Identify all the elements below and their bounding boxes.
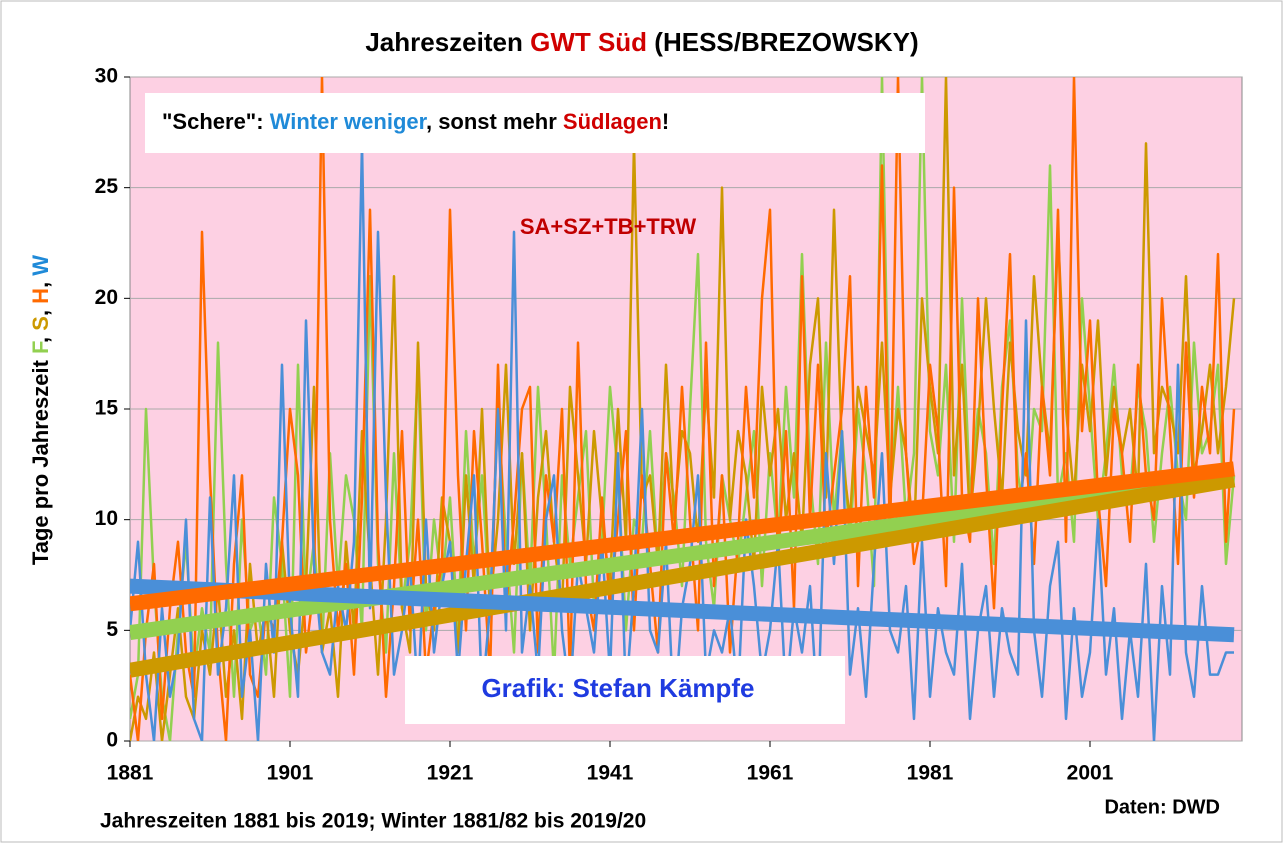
- x-tick-label: 2001: [1067, 762, 1114, 785]
- y-tick-label: 5: [106, 618, 118, 641]
- x-tick-label: 1941: [587, 762, 634, 785]
- credit-box: [405, 656, 845, 724]
- trend-lines: [130, 461, 1236, 678]
- y-tick-label: 0: [106, 729, 118, 752]
- annotation-box: [145, 93, 925, 153]
- footnote: Jahreszeiten 1881 bis 2019; Winter 1881/…: [100, 810, 646, 833]
- annotation-part: !: [662, 109, 669, 134]
- annotation-part: Südlagen: [563, 109, 662, 134]
- y-tick-label: 25: [95, 175, 119, 198]
- chart-title: Jahreszeiten GWT Süd (HESS/BREZOWSKY): [365, 27, 918, 57]
- trend-line: [130, 472, 1236, 678]
- y-label-part: S: [28, 316, 53, 331]
- trend-line: [130, 578, 1235, 643]
- title-part: (HESS/BREZOWSKY): [647, 27, 919, 57]
- y-tick-label: 20: [95, 286, 118, 309]
- subtitle: SA+SZ+TB+TRW: [520, 214, 696, 239]
- y-label-part: ,: [28, 276, 53, 288]
- y-label-part: H: [28, 288, 53, 304]
- x-tick-label: 1921: [427, 762, 474, 785]
- y-axis-label: Tage pro Jahreszeit F, S, H, W: [28, 255, 53, 565]
- y-label-part: Tage pro Jahreszeit: [28, 354, 53, 565]
- y-label-part: ,: [28, 331, 53, 343]
- y-label-part: ,: [28, 304, 53, 316]
- y-label-part: W: [28, 255, 53, 276]
- y-tick-label: 10: [95, 507, 118, 530]
- y-tick-label: 30: [95, 65, 118, 88]
- y-label-part: F: [28, 341, 53, 354]
- y-tick-label: 15: [95, 397, 119, 420]
- x-tick-label: 1961: [747, 762, 794, 785]
- source: Daten: DWD: [1104, 796, 1220, 818]
- trend-line: [130, 461, 1235, 612]
- annotation-part: Winter weniger: [270, 109, 428, 134]
- title-part: GWT Süd: [530, 27, 647, 57]
- trend-line: [130, 470, 1236, 640]
- annotation-part: "Schere":: [162, 109, 270, 134]
- credit: Grafik: Stefan Kämpfe: [481, 673, 754, 703]
- x-tick-label: 1881: [107, 762, 154, 785]
- x-tick-label: 1901: [267, 762, 314, 785]
- annotation: "Schere": Winter weniger, sonst mehr Süd…: [162, 109, 669, 134]
- annotation-part: , sonst mehr: [426, 109, 563, 134]
- title-part: Jahreszeiten: [365, 27, 530, 57]
- x-tick-label: 1981: [907, 762, 954, 785]
